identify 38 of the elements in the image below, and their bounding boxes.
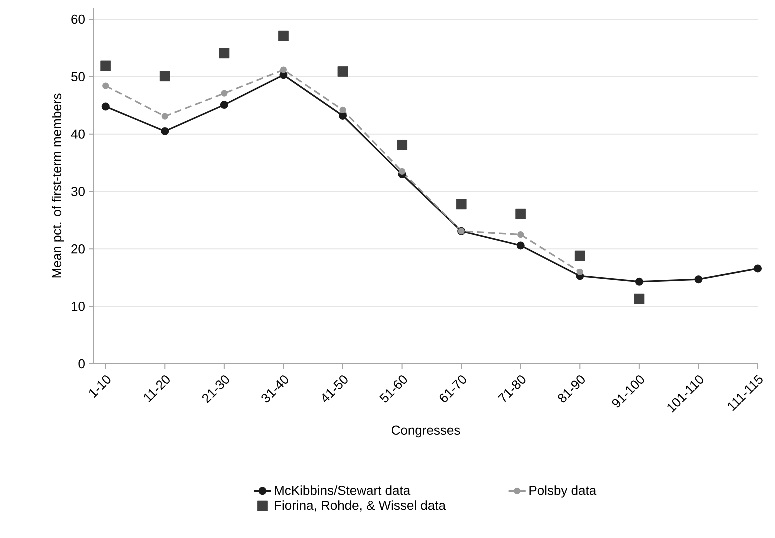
point	[694, 276, 703, 284]
y-tick-label: 10	[72, 302, 85, 312]
y-tick-label: 60	[72, 14, 85, 24]
point	[397, 140, 408, 150]
point	[456, 199, 467, 210]
point	[576, 268, 584, 276]
point	[162, 113, 168, 120]
legend-label: McKibbins/Stewart data	[275, 486, 411, 496]
point	[219, 48, 230, 59]
point	[339, 112, 348, 120]
point	[161, 127, 170, 136]
point	[100, 60, 112, 72]
point	[102, 82, 110, 90]
point	[754, 264, 762, 273]
y-axis-title: Mean pct. of first-term members	[52, 94, 64, 278]
point	[574, 250, 586, 262]
point	[278, 30, 289, 42]
point	[220, 101, 228, 110]
point	[160, 71, 170, 82]
point	[516, 242, 525, 250]
point	[102, 102, 110, 111]
point	[635, 278, 644, 286]
point	[518, 232, 524, 238]
point	[398, 168, 406, 175]
y-tick-label: 30	[72, 187, 85, 196]
y-tick-label: 0	[78, 359, 85, 369]
legend-label: Polsby data	[530, 486, 597, 498]
point	[221, 90, 228, 97]
x-axis-title: Congresses	[392, 426, 460, 438]
point	[634, 294, 645, 304]
legend-label: Fiorina, Rohde, & Wissel data	[275, 500, 446, 512]
point	[516, 208, 526, 220]
point	[340, 106, 346, 114]
point	[338, 66, 348, 77]
y-tick-label: 40	[71, 130, 85, 139]
y-tick-label: 50	[72, 72, 85, 82]
point	[280, 66, 288, 74]
y-tick-label: 20	[72, 244, 85, 254]
